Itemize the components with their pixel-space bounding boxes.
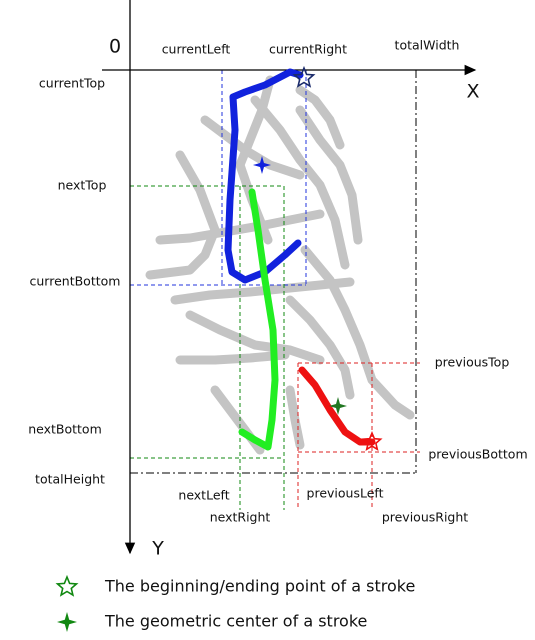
label: currentLeft: [162, 42, 231, 57]
label: previousRight: [382, 510, 468, 525]
label: previousLeft: [307, 486, 384, 501]
x-axis-label: X: [466, 81, 479, 103]
label: previousTop: [435, 355, 510, 370]
y-axis-label: Y: [151, 538, 164, 560]
label: nextBottom: [28, 422, 102, 437]
label: totalWidth: [395, 38, 460, 53]
label: currentBottom: [30, 274, 121, 289]
label: totalHeight: [35, 472, 105, 487]
character-strokes: [150, 80, 410, 450]
label: currentTop: [39, 76, 105, 91]
label: previousBottom: [428, 447, 527, 462]
label: nextTop: [58, 178, 107, 193]
diagram: 0 X Y currentLeft currentRight totalWidt…: [0, 0, 535, 640]
origin-label: 0: [109, 36, 121, 58]
label: currentRight: [269, 42, 347, 57]
label: nextRight: [210, 510, 271, 525]
center-marker: [57, 612, 77, 632]
label: nextLeft: [178, 488, 229, 503]
legend-text: The beginning/ending point of a stroke: [104, 577, 415, 596]
star-marker: [58, 577, 77, 595]
legend-text: The geometric center of a stroke: [104, 612, 367, 631]
